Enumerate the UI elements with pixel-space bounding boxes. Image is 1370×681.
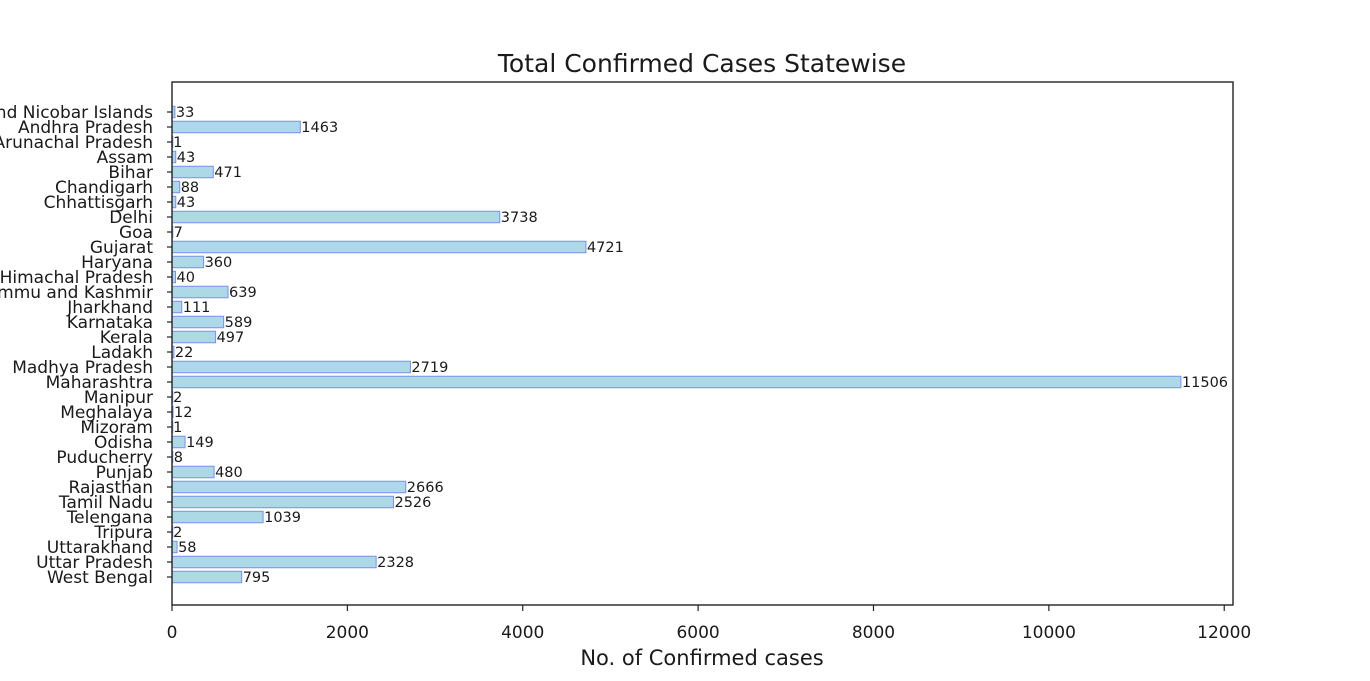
- value-label-bihar: 471: [214, 165, 242, 181]
- chart-title: Total Confirmed Cases Statewise: [497, 49, 906, 78]
- bar-telengana: [171, 510, 264, 524]
- value-label-chhattisgarh: 43: [177, 195, 195, 211]
- bar-rajasthan: [171, 480, 407, 494]
- value-label-andhra-pradesh: 1463: [301, 120, 338, 136]
- category-label-delhi: Delhi: [109, 208, 153, 228]
- category-label-mizoram: Mizoram: [80, 418, 153, 438]
- category-label-gujarat: Gujarat: [90, 238, 153, 258]
- category-label-rajasthan: Rajasthan: [69, 478, 154, 498]
- value-label-haryana: 360: [205, 255, 233, 271]
- bar-andhra-pradesh: [171, 120, 301, 134]
- value-label-mizoram: 1: [173, 420, 182, 436]
- value-label-karnataka: 589: [225, 315, 253, 331]
- value-label-meghalaya: 12: [174, 405, 192, 421]
- plot-frame: [171, 81, 1234, 606]
- x-tick-label-6000: 6000: [676, 623, 719, 643]
- value-label-tamil-nadu: 2526: [394, 495, 431, 511]
- category-label-maharashtra: Maharashtra: [46, 373, 153, 393]
- value-label-chandigarh: 88: [181, 180, 199, 196]
- bar-punjab: [171, 465, 215, 479]
- category-label-goa: Goa: [119, 223, 153, 243]
- category-label-tamil-nadu: Tamil Nadu: [58, 493, 153, 513]
- value-label-uttarakhand: 58: [178, 540, 196, 556]
- category-label-chandigarh: Chandigarh: [55, 178, 153, 198]
- value-label-maharashtra: 11506: [1182, 375, 1228, 391]
- category-label-punjab: Punjab: [96, 463, 153, 483]
- bar-gujarat: [171, 240, 587, 254]
- category-label-andhra-pradesh: Andhra Pradesh: [18, 118, 153, 138]
- value-label-puducherry: 8: [174, 450, 183, 466]
- value-label-kerala: 497: [217, 330, 245, 346]
- category-label-ladakh: Ladakh: [91, 343, 153, 363]
- category-label-odisha: Odisha: [94, 433, 153, 453]
- category-label-uttar-pradesh: Uttar Pradesh: [36, 553, 153, 573]
- category-label-arunachal-pradesh: Arunachal Pradesh: [0, 133, 153, 153]
- value-label-goa: 7: [174, 225, 183, 241]
- category-label-madhya-pradesh: Madhya Pradesh: [12, 358, 153, 378]
- bar-west-bengal: [171, 570, 243, 584]
- value-label-telengana: 1039: [264, 510, 301, 526]
- category-label-meghalaya: Meghalaya: [60, 403, 153, 423]
- value-label-rajasthan: 2666: [407, 480, 444, 496]
- category-label-himachal-pradesh: Himachal Pradesh: [0, 268, 153, 288]
- x-tick-label-2000: 2000: [326, 623, 369, 643]
- category-label-west-bengal: West Bengal: [47, 568, 153, 588]
- value-label-jharkhand: 111: [183, 300, 211, 316]
- value-label-punjab: 480: [215, 465, 243, 481]
- bar-chandigarh: [171, 180, 181, 194]
- x-tick-label-10000: 10000: [1022, 623, 1076, 643]
- value-label-himachal-pradesh: 40: [177, 270, 195, 286]
- bar-jharkhand: [171, 300, 183, 314]
- x-tick-label-12000: 12000: [1197, 623, 1251, 643]
- x-tick-label-4000: 4000: [501, 623, 544, 643]
- category-label-kerala: Kerala: [100, 328, 153, 348]
- value-label-jammu-and-kashmir: 639: [229, 285, 257, 301]
- bar-kerala: [171, 330, 217, 344]
- x-axis-label: No. of Confirmed cases: [580, 646, 823, 670]
- category-label-jammu-and-kashmir: Jammu and Kashmir: [0, 283, 153, 303]
- bar-jammu-and-kashmir: [171, 285, 229, 299]
- bar-bihar: [171, 165, 214, 179]
- bars-group: [171, 105, 1182, 584]
- bar-delhi: [171, 210, 501, 224]
- bar-maharashtra: [171, 375, 1182, 389]
- bar-uttar-pradesh: [171, 555, 377, 569]
- category-label-chhattisgarh: Chhattisgarh: [44, 193, 153, 213]
- value-label-gujarat: 4721: [587, 240, 624, 256]
- value-label-assam: 43: [177, 150, 195, 166]
- bar-madhya-pradesh: [171, 360, 411, 374]
- value-label-ladakh: 22: [175, 345, 193, 361]
- value-label-west-bengal: 795: [243, 570, 271, 586]
- value-label-andaman-and-nicobar-islands: 33: [176, 105, 194, 121]
- value-label-arunachal-pradesh: 1: [173, 135, 182, 151]
- bar-haryana: [171, 255, 205, 269]
- value-label-odisha: 149: [186, 435, 214, 451]
- value-label-manipur: 2: [173, 390, 182, 406]
- category-label-manipur: Manipur: [84, 388, 153, 408]
- value-label-tripura: 2: [173, 525, 182, 541]
- category-label-puducherry: Puducherry: [56, 448, 153, 468]
- x-axis: 0 2000 4000 6000 8000 10000 12000: [167, 605, 1251, 643]
- bar-tamil-nadu: [171, 495, 394, 509]
- category-label-haryana: Haryana: [81, 253, 153, 273]
- category-label-andaman-and-nicobar-islands: Andaman and Nicobar Islands: [0, 103, 153, 123]
- category-label-tripura: Tripura: [93, 523, 153, 543]
- category-label-jharkhand: Jharkhand: [66, 298, 153, 318]
- category-label-bihar: Bihar: [108, 163, 153, 183]
- value-label-uttar-pradesh: 2328: [377, 555, 414, 571]
- category-label-assam: Assam: [97, 148, 153, 168]
- bar-karnataka: [171, 315, 225, 329]
- x-tick-label-8000: 8000: [852, 623, 895, 643]
- category-label-uttarakhand: Uttarakhand: [47, 538, 153, 558]
- category-label-karnataka: Karnataka: [67, 313, 153, 333]
- value-labels: 3314631434718843373874721360406391115894…: [173, 105, 1228, 586]
- bar-odisha: [171, 435, 186, 449]
- bar-uttarakhand: [171, 540, 178, 554]
- category-label-telengana: Telengana: [66, 508, 153, 528]
- x-tick-label-0: 0: [167, 623, 178, 643]
- value-label-madhya-pradesh: 2719: [411, 360, 448, 376]
- value-label-delhi: 3738: [501, 210, 538, 226]
